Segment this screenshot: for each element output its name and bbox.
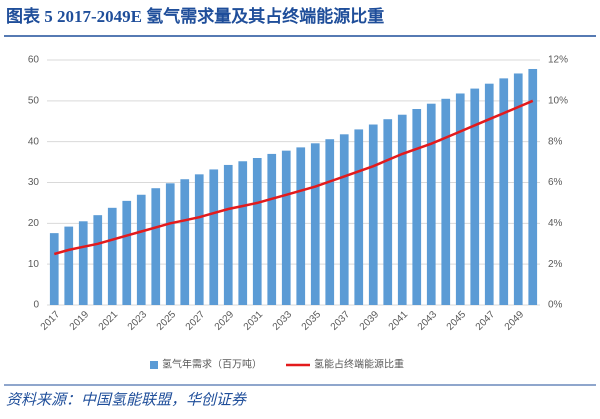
bar [455, 93, 465, 305]
y-tick-label: 0 [33, 300, 39, 311]
bar [136, 194, 146, 305]
bar [194, 174, 204, 305]
bar [325, 139, 335, 305]
bar [339, 134, 349, 305]
x-tick-label: 2019 [68, 309, 92, 333]
x-tick-label: 2049 [503, 309, 527, 333]
bar [484, 83, 494, 305]
bar [528, 68, 538, 305]
x-tick-label: 2023 [126, 309, 150, 333]
bar [180, 179, 190, 305]
bar [383, 119, 393, 305]
bar [354, 129, 364, 305]
bar [267, 153, 277, 305]
bar [78, 221, 88, 305]
bar [281, 150, 291, 305]
legend-label: 氢能占终端能源比重 [314, 358, 404, 371]
y-tick-label: 10 [28, 259, 40, 270]
bar [397, 114, 407, 305]
x-tick-label: 2041 [387, 309, 411, 333]
x-tick-label: 2029 [213, 309, 237, 333]
y2-tick-label: 4% [548, 218, 563, 229]
y-tick-label: 30 [28, 177, 40, 188]
bar [412, 109, 422, 305]
bar [151, 188, 161, 305]
bar [310, 143, 320, 305]
y2-tick-label: 2% [548, 259, 563, 270]
bar [252, 158, 262, 305]
x-tick-label: 2037 [329, 309, 353, 333]
bar [64, 226, 74, 305]
bar [238, 161, 248, 305]
y-tick-label: 50 [28, 95, 40, 106]
x-tick-label: 2027 [184, 309, 208, 333]
bar [499, 78, 509, 305]
x-tick-label: 2047 [474, 309, 498, 333]
x-tick-label: 2033 [271, 309, 295, 333]
x-tick-label: 2035 [300, 309, 324, 333]
legend-label: 氢气年需求（百万吨） [162, 358, 262, 371]
y-tick-label: 40 [28, 136, 40, 147]
bar [122, 200, 132, 305]
line [53, 99, 534, 256]
y2-tick-label: 10% [548, 95, 568, 106]
bar [223, 164, 233, 305]
legend-swatch [150, 361, 158, 369]
chart-title: 图表 5 2017-2049E 氢气需求量及其占终端能源比重 [6, 6, 384, 26]
bar [209, 169, 219, 305]
y2-tick-label: 12% [548, 55, 568, 66]
bar [470, 88, 480, 305]
y2-tick-label: 8% [548, 136, 563, 147]
bar [93, 215, 103, 305]
bar [513, 73, 523, 305]
y-tick-label: 20 [28, 218, 40, 229]
x-tick-label: 2031 [242, 309, 266, 333]
bar [426, 103, 436, 305]
y2-tick-label: 6% [548, 177, 563, 188]
x-tick-label: 2043 [416, 309, 440, 333]
bar [368, 124, 378, 306]
x-tick-label: 2021 [97, 309, 121, 333]
bar [296, 147, 306, 305]
x-tick-label: 2017 [39, 309, 63, 333]
y-tick-label: 60 [28, 55, 40, 66]
y2-tick-label: 0% [548, 300, 563, 311]
bar [107, 207, 117, 305]
bar [165, 183, 175, 305]
x-tick-label: 2045 [445, 309, 469, 333]
x-tick-label: 2025 [155, 309, 179, 333]
bar [441, 98, 451, 306]
x-tick-label: 2039 [358, 309, 382, 333]
source-note: 资料来源：中国氢能联盟，华创证券 [6, 391, 247, 408]
bar [49, 233, 59, 305]
